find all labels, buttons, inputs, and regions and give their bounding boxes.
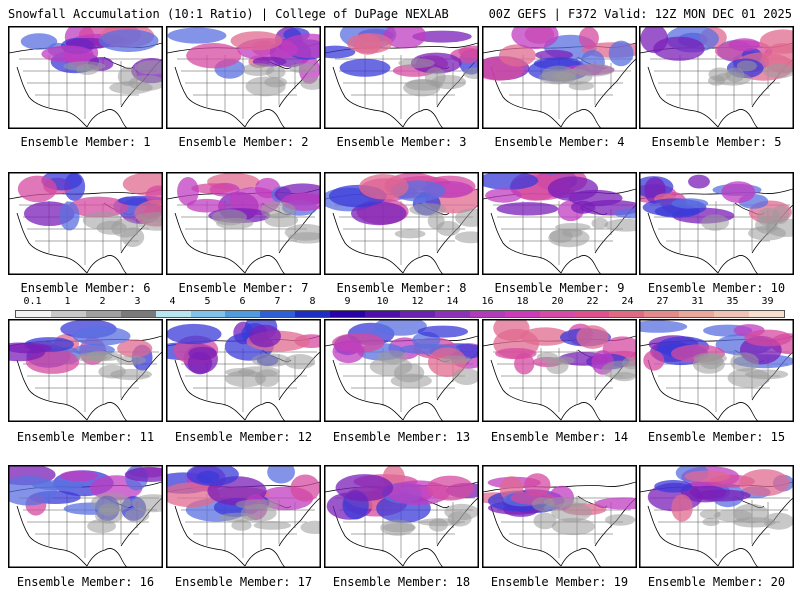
colorbar-tick-label: 10 — [376, 296, 389, 307]
colorbar-swatch — [609, 311, 645, 317]
ensemble-member-caption: Ensemble Member: 16 — [16, 575, 155, 589]
colorbar-swatch — [85, 311, 121, 317]
colorbar-swatch — [434, 311, 470, 317]
ensemble-member-map — [482, 172, 637, 275]
colorbar-tick-label: 2 — [99, 296, 106, 307]
colorbar-labels: 0.1 1 2 3 4 5 6 7 8 9 10 12 14 16 18 20 22 24 27 31 35 39 — [15, 296, 785, 309]
colorbar-tick-label: 31 — [691, 296, 704, 307]
colorbar-swatch — [679, 311, 715, 317]
colorbar-swatch — [539, 311, 575, 317]
ensemble-member-map — [482, 26, 637, 129]
ensemble-member-map — [166, 465, 321, 568]
ensemble-member-caption: Ensemble Member: 19 — [490, 575, 629, 589]
ensemble-member-map — [8, 172, 163, 275]
colorbar-tick-label: 12 — [411, 296, 424, 307]
ensemble-member-map — [324, 172, 479, 275]
ensemble-member-caption: Ensemble Member: 4 — [494, 135, 625, 149]
ensemble-member-map — [8, 26, 163, 129]
ensemble-member-caption: Ensemble Member: 6 — [20, 281, 151, 295]
ensemble-member-map — [639, 465, 794, 568]
colorbar-tick-label: 5 — [204, 296, 211, 307]
ensemble-member-map — [482, 319, 637, 422]
ensemble-member-caption: Ensemble Member: 12 — [174, 430, 313, 444]
colorbar-tick-label: 39 — [761, 296, 774, 307]
page-title: Snowfall Accumulation (10:1 Ratio) | Col… — [8, 7, 449, 21]
ensemble-member-caption: Ensemble Member: 7 — [178, 281, 309, 295]
colorbar-tick-label: 0.1 — [23, 296, 42, 307]
ensemble-member-caption: Ensemble Member: 15 — [647, 430, 786, 444]
ensemble-member-caption: Ensemble Member: 5 — [651, 135, 782, 149]
ensemble-member-caption: Ensemble Member: 11 — [16, 430, 155, 444]
colorbar-swatch — [295, 311, 331, 317]
ensemble-member-caption: Ensemble Member: 14 — [490, 430, 629, 444]
ensemble-member-map — [324, 319, 479, 422]
ensemble-member-caption: Ensemble Member: 2 — [178, 135, 309, 149]
colorbar-tick-label: 16 — [481, 296, 494, 307]
colorbar-swatch — [574, 311, 610, 317]
colorbar-swatch — [365, 311, 400, 317]
ensemble-member-caption: Ensemble Member: 10 — [647, 281, 786, 295]
colorbar-swatch — [330, 311, 366, 317]
colorbar-tick-label: 3 — [134, 296, 141, 307]
colorbar-swatch — [155, 311, 191, 317]
colorbar-swatch — [16, 311, 51, 317]
colorbar-swatch — [225, 311, 261, 317]
ensemble-member-map — [166, 319, 321, 422]
ensemble-member-map — [324, 26, 479, 129]
colorbar-swatch — [50, 311, 86, 317]
colorbar-swatch — [749, 311, 784, 317]
colorbar-swatch — [399, 311, 435, 317]
colorbar-swatch — [190, 311, 226, 317]
ensemble-member-caption: Ensemble Member: 1 — [20, 135, 151, 149]
colorbar-tick-label: 14 — [446, 296, 459, 307]
colorbar-swatch — [714, 311, 750, 317]
ensemble-member-caption: Ensemble Member: 18 — [332, 575, 471, 589]
ensemble-member-map — [324, 465, 479, 568]
ensemble-member-map — [639, 26, 794, 129]
ensemble-member-map — [8, 465, 163, 568]
ensemble-member-caption: Ensemble Member: 13 — [332, 430, 471, 444]
ensemble-member-caption: Ensemble Member: 17 — [174, 575, 313, 589]
colorbar-tick-label: 24 — [621, 296, 634, 307]
colorbar-tick-label: 35 — [726, 296, 739, 307]
ensemble-member-caption: Ensemble Member: 3 — [336, 135, 467, 149]
colorbar-swatches — [15, 310, 785, 318]
colorbar-swatch — [120, 311, 156, 317]
ensemble-member-map — [8, 319, 163, 422]
colorbar-tick-label: 27 — [656, 296, 669, 307]
colorbar-tick-label: 4 — [169, 296, 176, 307]
colorbar-swatch — [469, 311, 505, 317]
colorbar-tick-label: 20 — [551, 296, 564, 307]
ensemble-member-map — [166, 26, 321, 129]
ensemble-member-map — [639, 319, 794, 422]
colorbar-tick-label: 18 — [516, 296, 529, 307]
colorbar-swatch — [260, 311, 296, 317]
run-info: 00Z GEFS | F372 Valid: 12Z MON DEC 01 20… — [488, 7, 792, 21]
colorbar-tick-label: 22 — [586, 296, 599, 307]
ensemble-member-caption: Ensemble Member: 8 — [336, 281, 467, 295]
ensemble-member-map — [639, 172, 794, 275]
colorbar-swatch — [504, 311, 540, 317]
ensemble-member-map — [166, 172, 321, 275]
colorbar-tick-label: 9 — [344, 296, 351, 307]
ensemble-member-caption: Ensemble Member: 9 — [494, 281, 625, 295]
ensemble-member-caption: Ensemble Member: 20 — [647, 575, 786, 589]
colorbar-tick-label: 1 — [64, 296, 71, 307]
colorbar-swatch — [644, 311, 680, 317]
colorbar-tick-label: 6 — [239, 296, 246, 307]
ensemble-member-map — [482, 465, 637, 568]
colorbar-tick-label: 7 — [274, 296, 281, 307]
colorbar-tick-label: 8 — [309, 296, 316, 307]
